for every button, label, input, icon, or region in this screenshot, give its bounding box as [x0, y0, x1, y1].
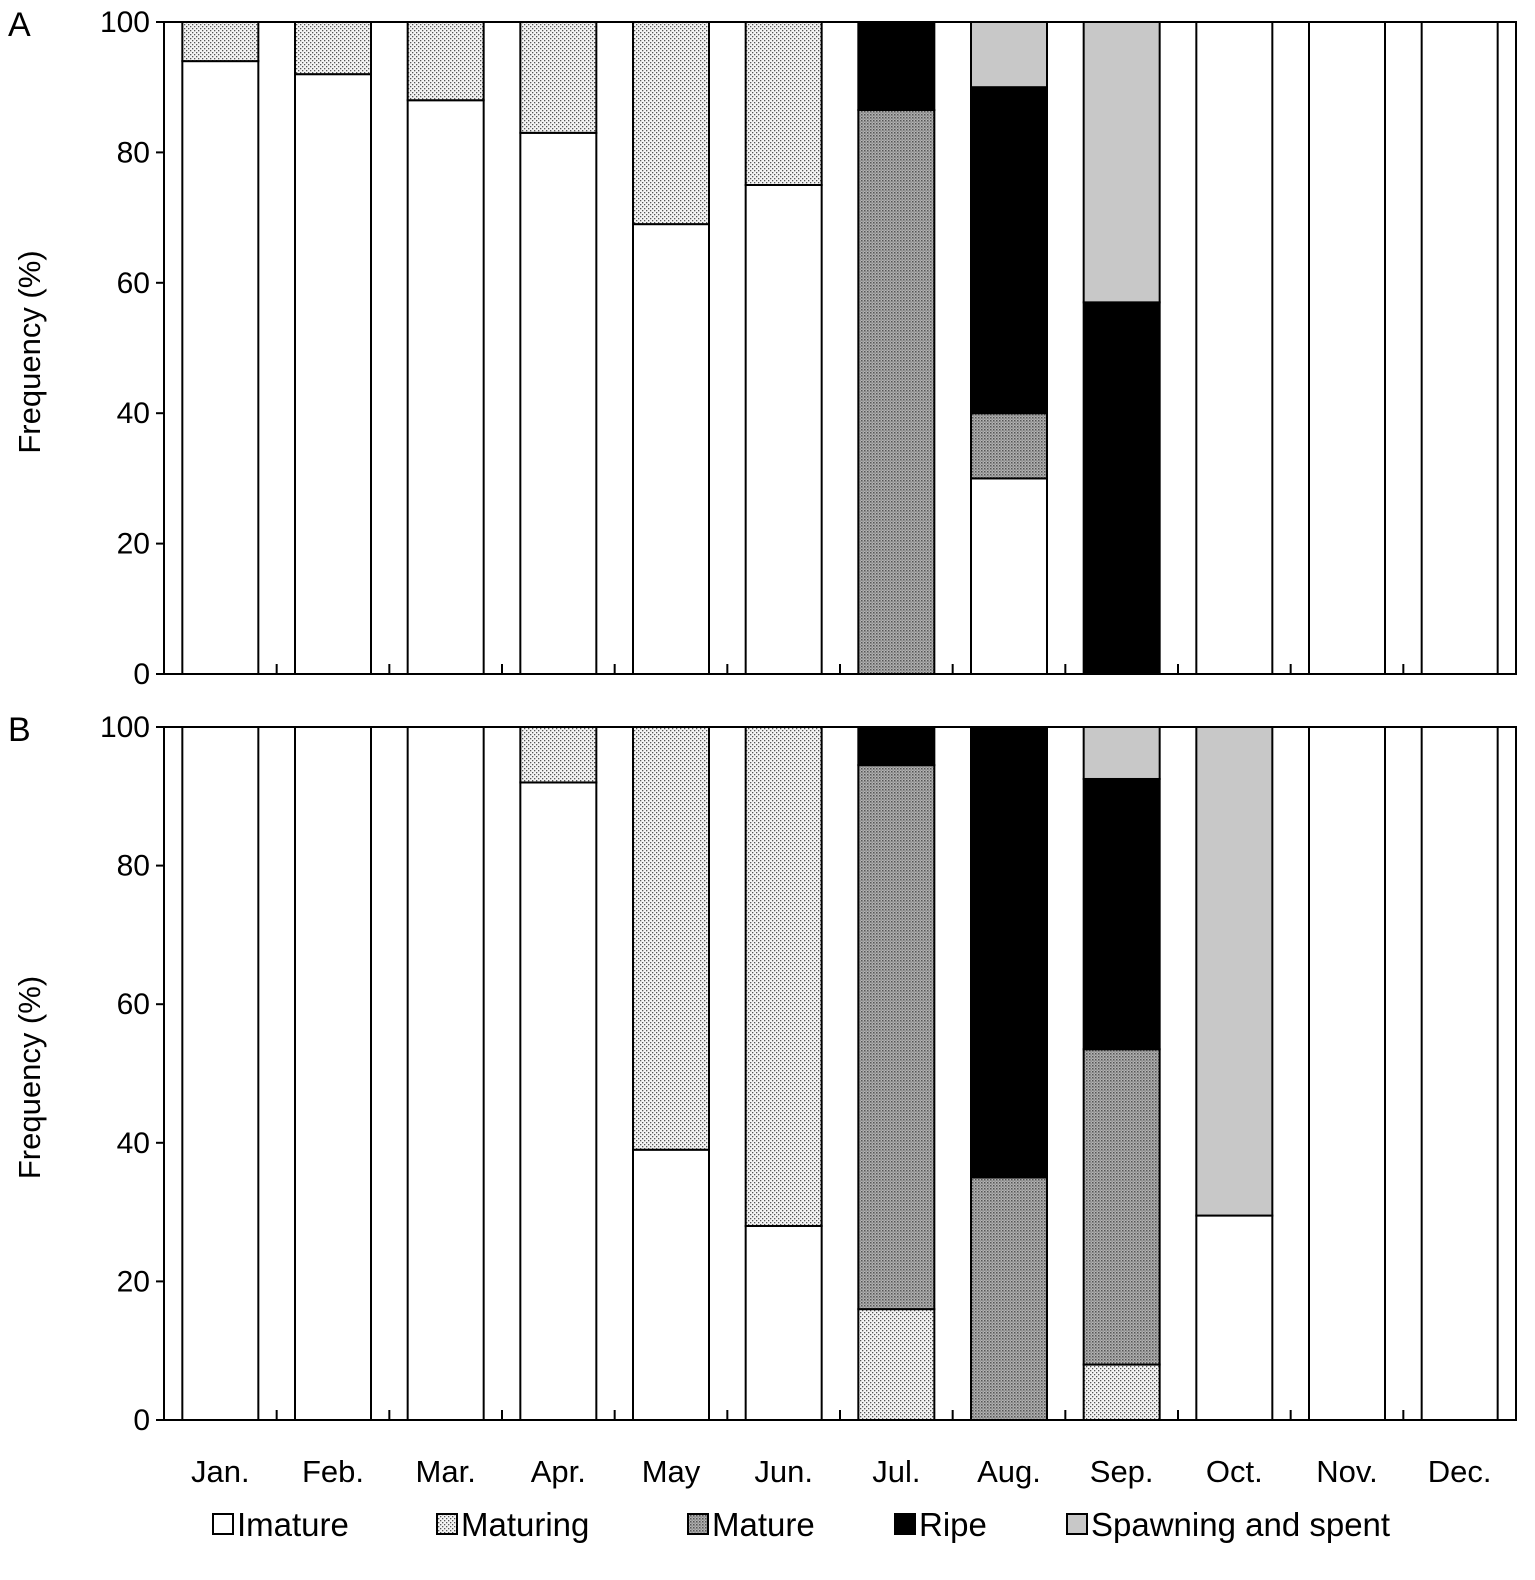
- bar-maturing-jun: [744, 21, 823, 186]
- x-tick-label: May: [642, 1454, 701, 1489]
- bar-spawning-and-spent-aug: [970, 21, 1048, 89]
- y-tick-label: 20: [117, 528, 150, 561]
- y-tick-label: 60: [117, 267, 150, 300]
- legend-label: Ripe: [919, 1506, 987, 1543]
- x-tick-label: Feb.: [302, 1454, 364, 1489]
- x-tick-label: Jul.: [872, 1454, 920, 1489]
- y-tick-label: 0: [133, 1404, 150, 1437]
- bar-ripe-jul: [857, 726, 936, 767]
- bar-imature-may: [632, 1148, 710, 1421]
- x-tick-label: Nov.: [1316, 1454, 1377, 1489]
- y-axis-label: Frequency (%): [12, 976, 47, 1179]
- bar-empty-feb: [294, 726, 372, 1421]
- panel-label: A: [8, 6, 31, 44]
- y-tick-label: 40: [117, 1127, 150, 1160]
- legend-label: Imature: [237, 1506, 349, 1543]
- panel-b: B 0 20 40 60 80 100 Frequency (%) Jan. Feb. Mar. Ap…: [8, 711, 1517, 1489]
- bar-maturing-jan: [181, 21, 260, 63]
- bar-empty-dec: [1420, 726, 1499, 1421]
- bar-mature-jul: [857, 764, 936, 1311]
- bar-maturing-may: [632, 21, 710, 226]
- bar-ripe-aug: [970, 726, 1048, 1179]
- legend-swatch: [894, 1513, 916, 1535]
- legend-swatch: [1066, 1513, 1088, 1535]
- bar-mature-jul: [857, 109, 936, 675]
- x-tick-label: Jun.: [754, 1454, 813, 1489]
- bar-mature-sep: [1082, 1048, 1161, 1366]
- y-tick-label: 40: [117, 397, 150, 430]
- bar-empty-nov: [1308, 726, 1386, 1421]
- bar-imature-aug: [970, 477, 1048, 675]
- bar-empty-mar: [406, 726, 485, 1421]
- x-tick-label: Jan.: [191, 1454, 250, 1489]
- bar-maturing-may: [632, 726, 710, 1151]
- bar-ripe-sep: [1082, 301, 1161, 675]
- legend-item-maturing: Maturing: [436, 1506, 589, 1543]
- x-tick-label: Aug.: [977, 1454, 1041, 1489]
- bar-maturing-sep: [1082, 1363, 1161, 1422]
- bar-ripe-aug: [970, 86, 1048, 415]
- chart-panels: A 0 20 40 60 80 100 Frequency (%) B 0 20 40 60 80 100 F…: [8, 6, 1517, 1489]
- bar-imature-apr: [519, 131, 598, 675]
- bar-spawning-and-spent-sep: [1082, 21, 1161, 304]
- bar-mature-aug: [970, 1176, 1048, 1421]
- bar-imature-jun: [744, 1224, 823, 1421]
- bar-imature-jan: [181, 60, 260, 676]
- legend-swatch: [436, 1513, 458, 1535]
- bar-maturing-apr: [519, 726, 598, 784]
- bar-mature-aug: [970, 412, 1048, 480]
- bar-imature-may: [632, 223, 710, 675]
- x-tick-label: Oct.: [1206, 1454, 1263, 1489]
- legend: Imature Maturing Mature Ripe Spawning and sp…: [212, 1506, 1390, 1543]
- bar-imature-oct: [1195, 1214, 1274, 1421]
- legend-label: Spawning and spent: [1091, 1506, 1390, 1543]
- x-tick-label: Apr.: [531, 1454, 586, 1489]
- bar-ripe-sep: [1082, 777, 1161, 1051]
- bar-imature-jun: [744, 184, 823, 675]
- legend-label: Mature: [712, 1506, 815, 1543]
- legend-swatch: [212, 1513, 234, 1535]
- bar-imature-apr: [519, 781, 598, 1421]
- y-tick-label: 0: [133, 658, 150, 691]
- bar-imature-mar: [406, 99, 485, 676]
- y-tick-label: 80: [117, 136, 150, 169]
- bar-maturing-apr: [519, 21, 598, 134]
- bar-maturing-feb: [294, 21, 372, 76]
- legend-swatch: [687, 1513, 709, 1535]
- bar-spawning-and-spent-sep: [1082, 726, 1161, 780]
- legend-item-imature: Imature: [212, 1506, 349, 1543]
- x-tick-label: Sep.: [1090, 1454, 1154, 1489]
- bar-empty-oct: [1195, 21, 1274, 675]
- y-tick-label: 100: [100, 6, 150, 39]
- bar-maturing-jun: [744, 726, 823, 1227]
- bar-imature-feb: [294, 73, 372, 676]
- bar-empty-jan: [181, 726, 260, 1421]
- bar-empty-dec: [1420, 21, 1499, 675]
- bar-empty-nov: [1308, 21, 1386, 675]
- bar-maturing-jul: [857, 1308, 936, 1421]
- x-tick-label: Dec.: [1428, 1454, 1492, 1489]
- panel-label: B: [8, 711, 31, 749]
- y-tick-label: 60: [117, 988, 150, 1021]
- bar-maturing-mar: [406, 21, 485, 102]
- y-tick-label: 20: [117, 1265, 150, 1298]
- legend-item-spawning-and-spent: Spawning and spent: [1066, 1506, 1390, 1543]
- bar-spawning-and-spent-oct: [1195, 726, 1274, 1217]
- legend-label: Maturing: [461, 1506, 589, 1543]
- legend-item-mature: Mature: [687, 1506, 815, 1543]
- y-axis-label: Frequency (%): [12, 250, 47, 453]
- bar-ripe-jul: [857, 21, 936, 112]
- y-tick-label: 80: [117, 850, 150, 883]
- y-tick-label: 100: [100, 711, 150, 744]
- x-tick-label: Mar.: [416, 1454, 476, 1489]
- panel-a: A 0 20 40 60 80 100 Frequency (%): [8, 6, 1517, 691]
- legend-item-ripe: Ripe: [894, 1506, 987, 1543]
